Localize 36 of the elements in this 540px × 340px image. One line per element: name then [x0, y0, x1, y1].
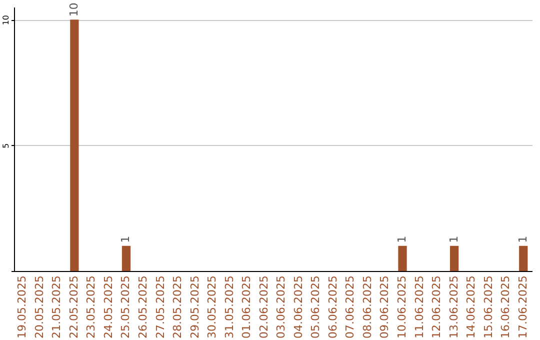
x-tick-label: 17.06.2025 — [516, 276, 530, 338]
x-tick-label: 24.05.2025 — [102, 276, 115, 338]
x-tick-label: 06.06.2025 — [326, 276, 340, 338]
x-tick-label: 14.06.2025 — [464, 276, 478, 338]
x-tick-label: 26.05.2025 — [136, 276, 150, 338]
x-tick-label: 16.06.2025 — [499, 276, 512, 338]
x-tick-label: 12.06.2025 — [430, 276, 444, 338]
x-tick-label: 10.06.2025 — [396, 276, 408, 338]
x-tick-label: 09.06.2025 — [378, 276, 392, 338]
x-tick-label: 08.06.2025 — [360, 276, 374, 338]
x-tick-label: 28.05.2025 — [171, 276, 184, 338]
x-tick-label: 20.05.2025 — [32, 276, 46, 338]
x-tick-label: 07.06.2025 — [344, 276, 357, 338]
data-label: 10 — [67, 2, 80, 17]
x-tick-label: 21.05.2025 — [50, 276, 64, 338]
y-tick-label: 5 — [2, 143, 10, 148]
x-tick-label: 03.06.2025 — [274, 276, 288, 338]
x-tick-label: 25.05.2025 — [119, 276, 132, 338]
x-tick-label: 15.06.2025 — [482, 276, 495, 338]
x-tick-label: 23.05.2025 — [84, 276, 98, 338]
x-tick-label: 13.06.2025 — [447, 276, 460, 338]
x-tick-label: 31.05.2025 — [222, 276, 236, 338]
data-label: 1 — [447, 236, 460, 243]
x-tick-label: 11.06.2025 — [412, 276, 426, 338]
x-tick-label: 29.05.2025 — [188, 276, 202, 338]
x-tick-label: 05.06.2025 — [309, 276, 322, 338]
x-tick-label: 01.06.2025 — [240, 276, 254, 338]
data-label: 1 — [119, 236, 132, 243]
x-tick-label: 30.05.2025 — [206, 276, 219, 338]
x-tick-label: 02.06.2025 — [257, 276, 270, 338]
x-tick-label: 04.06.2025 — [292, 276, 305, 338]
x-tick-label: 22.05.2025 — [67, 276, 80, 338]
data-label: 1 — [516, 236, 530, 243]
x-tick-label: 19.05.2025 — [16, 276, 29, 338]
data-label: 1 — [396, 236, 408, 243]
x-tick-label: 27.05.2025 — [154, 276, 167, 338]
